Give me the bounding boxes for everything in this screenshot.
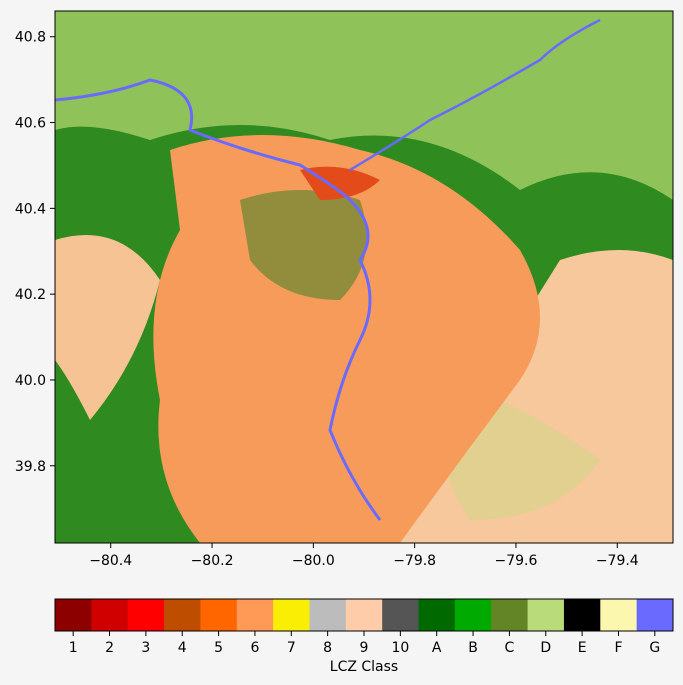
colorbar-cell <box>127 599 165 631</box>
colorbar-cell <box>273 599 310 631</box>
colorbar-cell <box>164 599 201 631</box>
colorbar-tick-label: 5 <box>214 640 223 656</box>
colorbar-frame <box>54 598 674 632</box>
colorbar-cell <box>55 599 92 631</box>
colorbar-cell <box>491 599 529 631</box>
colorbar-label: LCZ Class <box>330 659 398 675</box>
lcz-raster <box>55 11 673 543</box>
colorbar-tick-label: D <box>540 640 551 656</box>
colorbar-cell <box>527 599 565 631</box>
x-tick-label: −80.2 <box>191 553 234 569</box>
colorbar-tick-label: A <box>432 640 442 656</box>
x-tick-label: −80.4 <box>89 553 132 569</box>
x-tick-label: −80.0 <box>292 553 335 569</box>
y-tick-label: 40.4 <box>15 201 46 217</box>
colorbar-tick-label: 8 <box>323 640 332 656</box>
colorbar-tick-label: 9 <box>360 640 369 656</box>
x-tick-label: −79.8 <box>393 553 436 569</box>
colorbar-tick-label: G <box>649 640 660 656</box>
colorbar-cell <box>454 599 492 631</box>
colorbar-tick-label: F <box>614 640 622 656</box>
colorbar-tick-label: 3 <box>141 640 150 656</box>
y-tick-label: 40.0 <box>15 373 46 389</box>
colorbar-tick-label: 4 <box>178 640 187 656</box>
colorbar-cell <box>636 599 674 631</box>
colorbar-tick-label: E <box>578 640 587 656</box>
y-tick-label: 40.6 <box>15 116 46 132</box>
colorbar-tick-label: 1 <box>69 640 78 656</box>
colorbar-cell <box>345 599 383 631</box>
colorbar-cell <box>418 599 456 631</box>
colorbar-tick-label: B <box>468 640 478 656</box>
colorbar-cell <box>382 599 420 631</box>
y-tick-label: 39.8 <box>15 459 46 475</box>
x-tick-label: −79.6 <box>495 553 538 569</box>
colorbar-tick-label: 7 <box>287 640 296 656</box>
y-tick-label: 40.2 <box>15 287 46 303</box>
plot-frame <box>54 10 674 544</box>
colorbar-cell <box>200 599 238 631</box>
colorbar-tick-label: 2 <box>105 640 114 656</box>
y-tick-label: 40.8 <box>15 30 46 46</box>
colorbar-cell <box>563 599 601 631</box>
colorbar-cell <box>91 599 129 631</box>
colorbar-cell <box>309 599 347 631</box>
colorbar-cell <box>236 599 274 631</box>
colorbar-tick-label: 10 <box>391 640 409 656</box>
colorbar-cell <box>600 599 638 631</box>
x-tick-label: −79.4 <box>596 553 639 569</box>
colorbar-tick-label: C <box>505 640 515 656</box>
colorbar-tick-label: 6 <box>250 640 259 656</box>
